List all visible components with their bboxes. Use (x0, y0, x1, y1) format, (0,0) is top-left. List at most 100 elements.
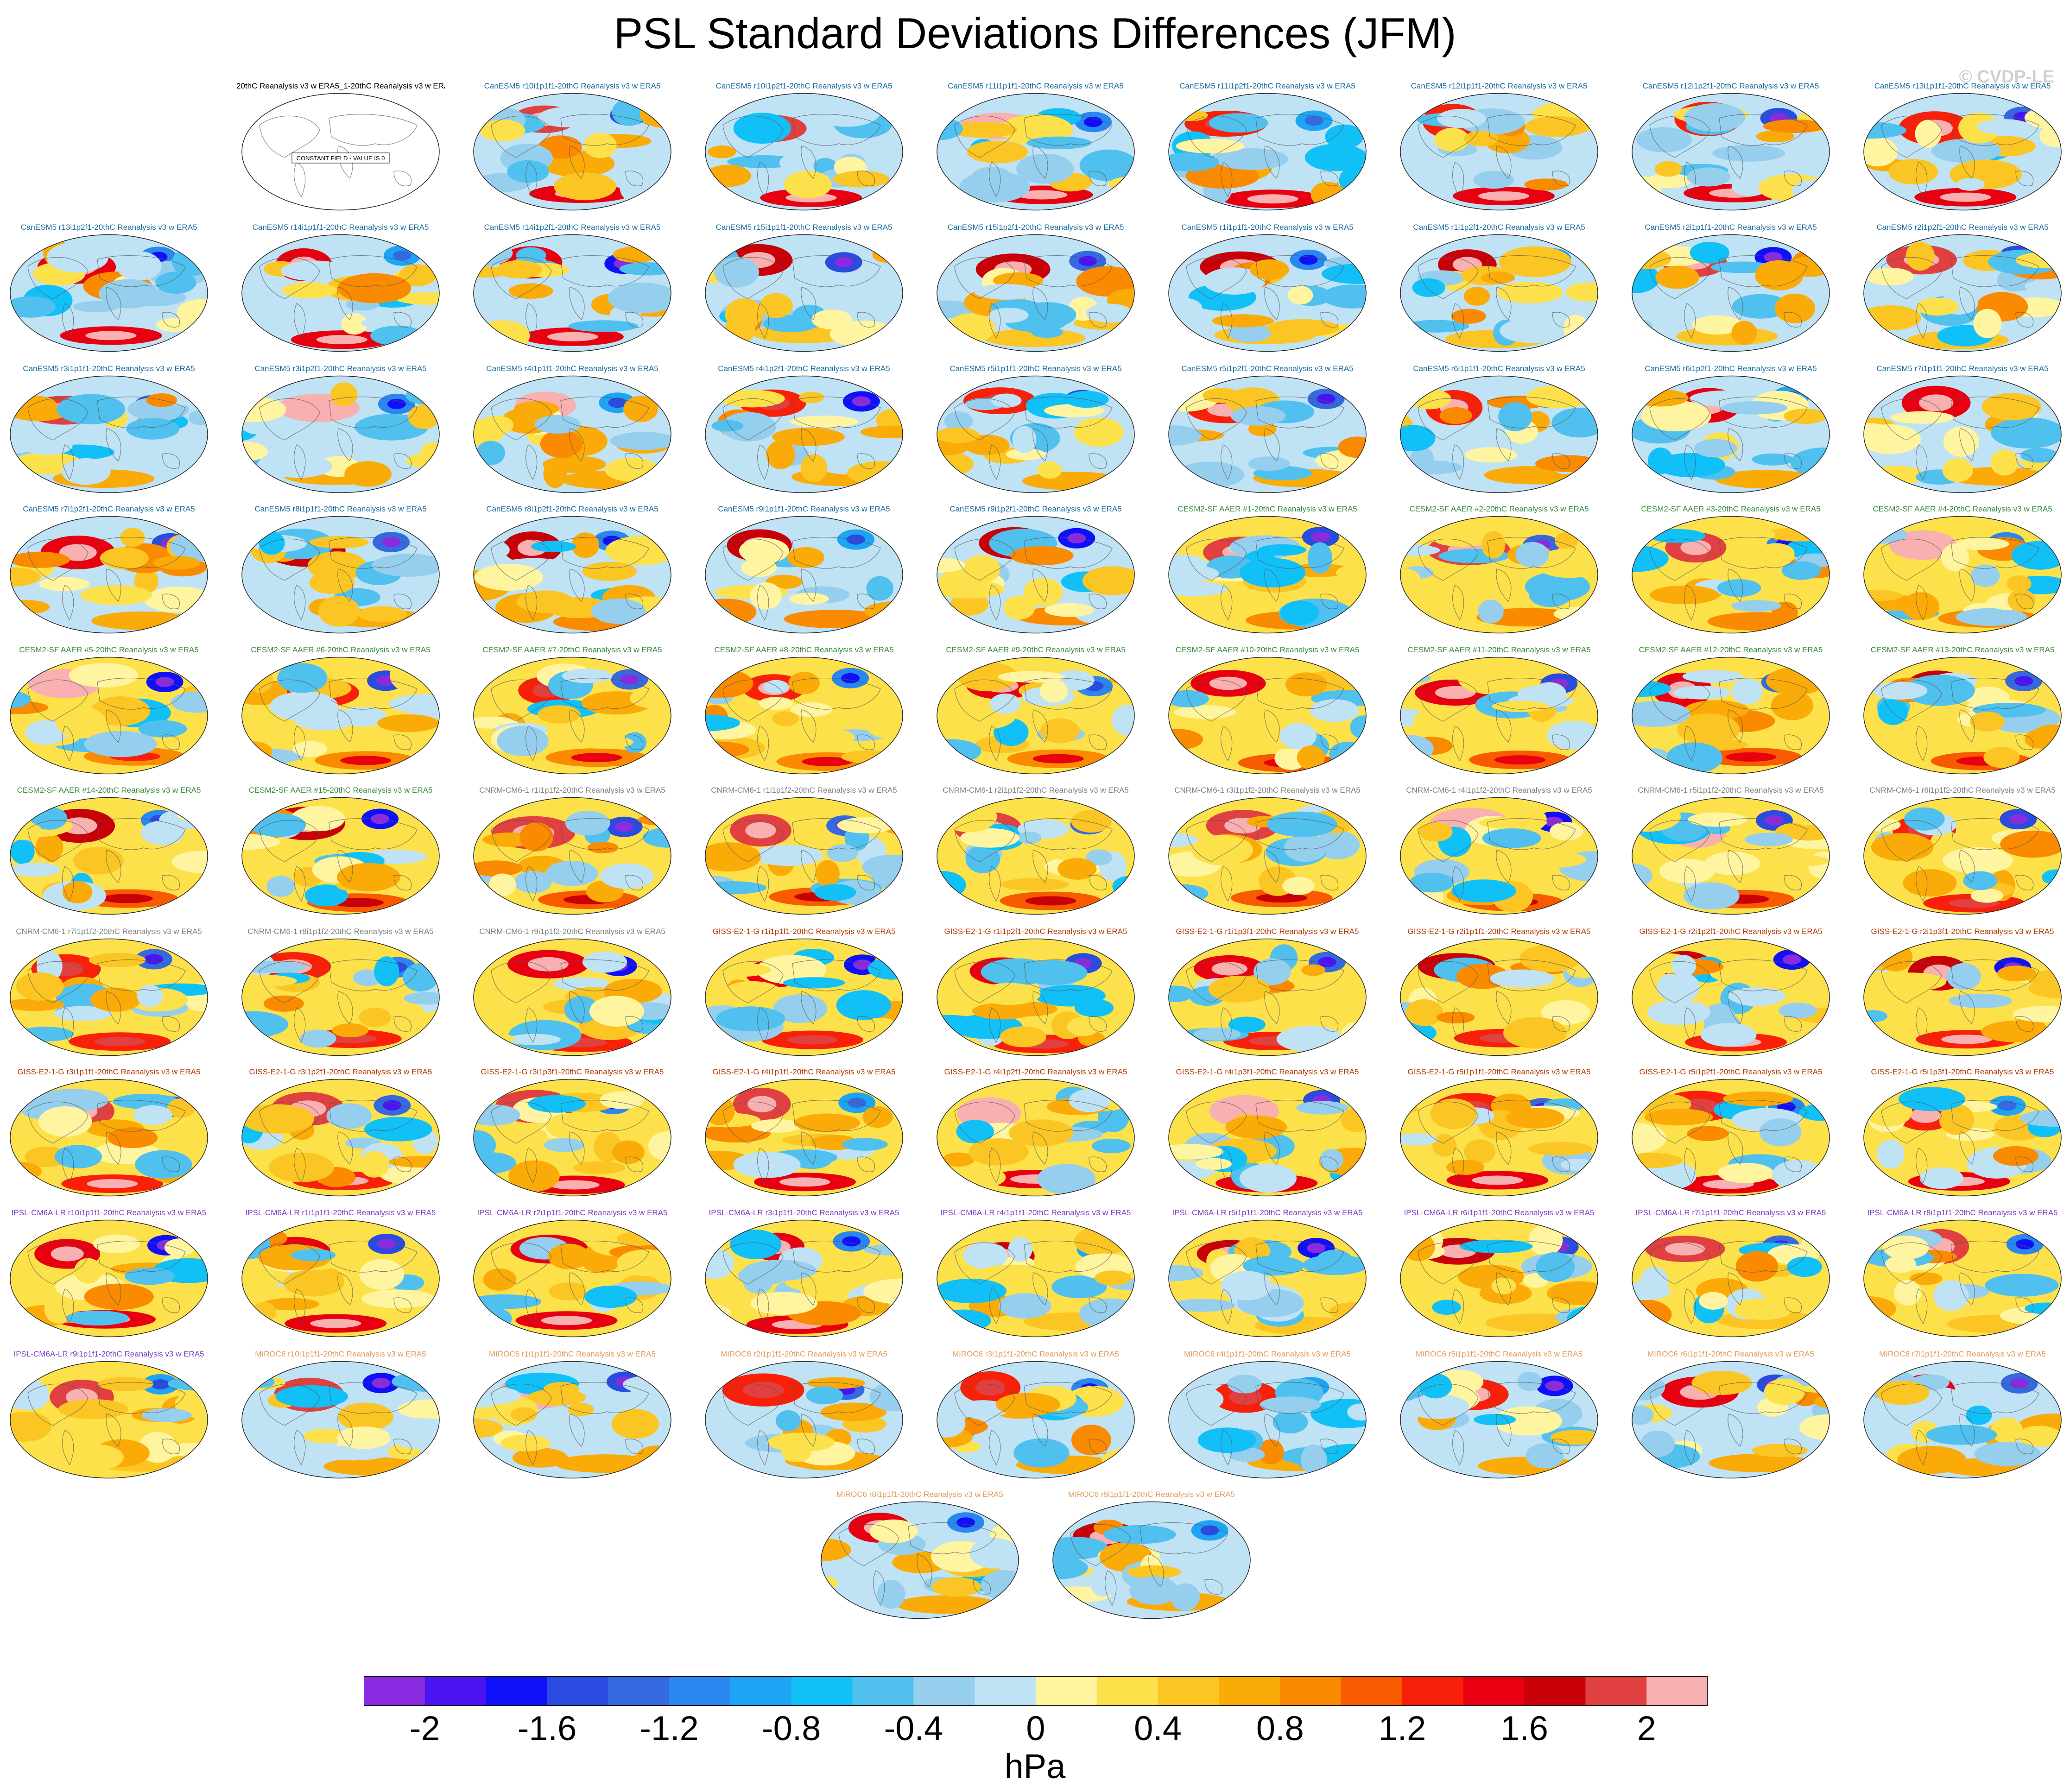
field-patch (848, 1098, 867, 1108)
panel-label: CNRM-CM6-1 r6i1p1f2-20thC Reanalysis v3 … (1869, 786, 2056, 795)
robinson-map (821, 1501, 1019, 1619)
map-panel: CanESM5 r2i1p1f1-20thC Reanalysis v3 w E… (1627, 223, 1835, 357)
coastline (1784, 734, 1802, 750)
field-patch (587, 842, 619, 853)
robinson-map (937, 375, 1135, 493)
field-patch (721, 412, 776, 442)
coastline (294, 866, 306, 902)
field-patch (787, 1035, 838, 1045)
coastline (560, 959, 649, 991)
map-panel: GISS-E2-1-G r2i1p2f1-20thC Reanalysis v3… (1627, 927, 1835, 1061)
field-patch (497, 260, 542, 279)
coastline (1959, 287, 1975, 320)
panel-label: 20thC Reanalysis v3 w ERA5_1-20thC Reana… (236, 82, 445, 90)
field-patch (1732, 294, 1790, 319)
field-patch (1082, 566, 1134, 595)
field-patch (156, 318, 192, 332)
field-patch (989, 308, 1029, 323)
map-outline (241, 797, 440, 915)
field-patch (1690, 241, 1729, 264)
field-patch (2000, 830, 2061, 858)
field-patch (1515, 542, 1549, 568)
robinson-map (705, 656, 903, 775)
robinson-map (10, 1079, 208, 1197)
coastline (97, 959, 186, 991)
coastline (1024, 255, 1113, 287)
coastline (989, 444, 1001, 480)
robinson-map (705, 1079, 903, 1197)
field-patch (956, 1517, 975, 1528)
coastline (1320, 453, 1339, 469)
field-patch (1464, 447, 1518, 463)
map-panel: GISS-E2-1-G r1i1p2f1-20thC Reanalysis v3… (931, 927, 1140, 1061)
robinson-map (241, 797, 440, 915)
field-patch (480, 416, 514, 435)
field-patch (611, 1409, 659, 1439)
field-patch (1981, 393, 2041, 421)
field-patch (962, 555, 1000, 583)
coastline (1264, 1272, 1280, 1306)
field-patch (999, 1002, 1057, 1016)
coastline (560, 114, 649, 146)
coastline (1452, 726, 1464, 762)
field-patch (1478, 599, 1504, 624)
panel-label: CNRM-CM6-1 r1i1p1f2-20thC Reanalysis v3 … (711, 786, 897, 795)
coastline (1024, 1382, 1113, 1414)
coastline (162, 312, 180, 328)
field-patch (1997, 965, 2037, 982)
coastline (801, 1272, 817, 1306)
panel-label: CanESM5 r7i1p1f1-20thC Reanalysis v3 w E… (1876, 364, 2049, 373)
field-patch (1404, 1434, 1469, 1449)
field-patch (508, 1160, 560, 1192)
field-patch (1169, 581, 1228, 596)
coastline (62, 444, 74, 480)
map-panel: CESM2-SF AAER #12-20thC Reanalysis v3 w … (1627, 645, 1835, 780)
coastline (162, 593, 180, 609)
field-patch (497, 726, 549, 757)
field-patch (1248, 456, 1290, 471)
map-panel: CanESM5 r6i1p2f1-20thC Reanalysis v3 w E… (1627, 364, 1835, 498)
coastline (1881, 1242, 1942, 1285)
panel-label: CESM2-SF AAER #12-20thC Reanalysis v3 w … (1639, 645, 1823, 654)
coastline (1959, 568, 1975, 602)
coastline (1089, 593, 1107, 609)
robinson-map (705, 938, 903, 1056)
coastline (259, 961, 320, 1003)
coastline (259, 1242, 320, 1285)
robinson-map (1168, 656, 1367, 775)
field-patch (372, 1378, 391, 1388)
field-patch (251, 1376, 275, 1388)
field-patch (869, 1519, 918, 1543)
coastline (1784, 1297, 1802, 1313)
robinson-map (937, 516, 1135, 634)
field-layer (242, 93, 439, 210)
field-layer (1400, 1361, 1598, 1478)
coastline (989, 585, 1001, 621)
coastline (1452, 162, 1464, 198)
field-patch (1317, 393, 1336, 404)
field-patch (475, 320, 530, 352)
robinson-map (705, 1219, 903, 1338)
map-panel: 20thC Reanalysis v3 w ERA5_1-20thC Reana… (236, 82, 445, 216)
robinson-map (1168, 234, 1367, 352)
panel-label: CanESM5 r3i1p1f1-20thC Reanalysis v3 w E… (23, 364, 195, 373)
coastline (1784, 593, 1802, 609)
coastline (1881, 115, 1942, 158)
field-layer (1632, 516, 1829, 633)
coastline (1089, 1156, 1107, 1172)
field-patch (259, 531, 285, 555)
robinson-map (241, 516, 440, 634)
field-patch (1347, 1403, 1366, 1421)
coastline (62, 726, 74, 762)
field-patch (1342, 990, 1366, 1010)
coastline (625, 1297, 644, 1313)
coastline (1452, 444, 1464, 480)
colorbar-swatch (486, 1676, 547, 1706)
map-panel: CESM2-SF AAER #14-20thC Reanalysis v3 w … (5, 786, 213, 920)
colorbar-tick-label: 2 (1637, 1709, 1656, 1748)
field-patch (1709, 1453, 1811, 1472)
field-patch (538, 107, 595, 127)
field-patch (1725, 752, 1777, 762)
field-patch (1208, 976, 1270, 1003)
coastline (1418, 538, 1479, 581)
